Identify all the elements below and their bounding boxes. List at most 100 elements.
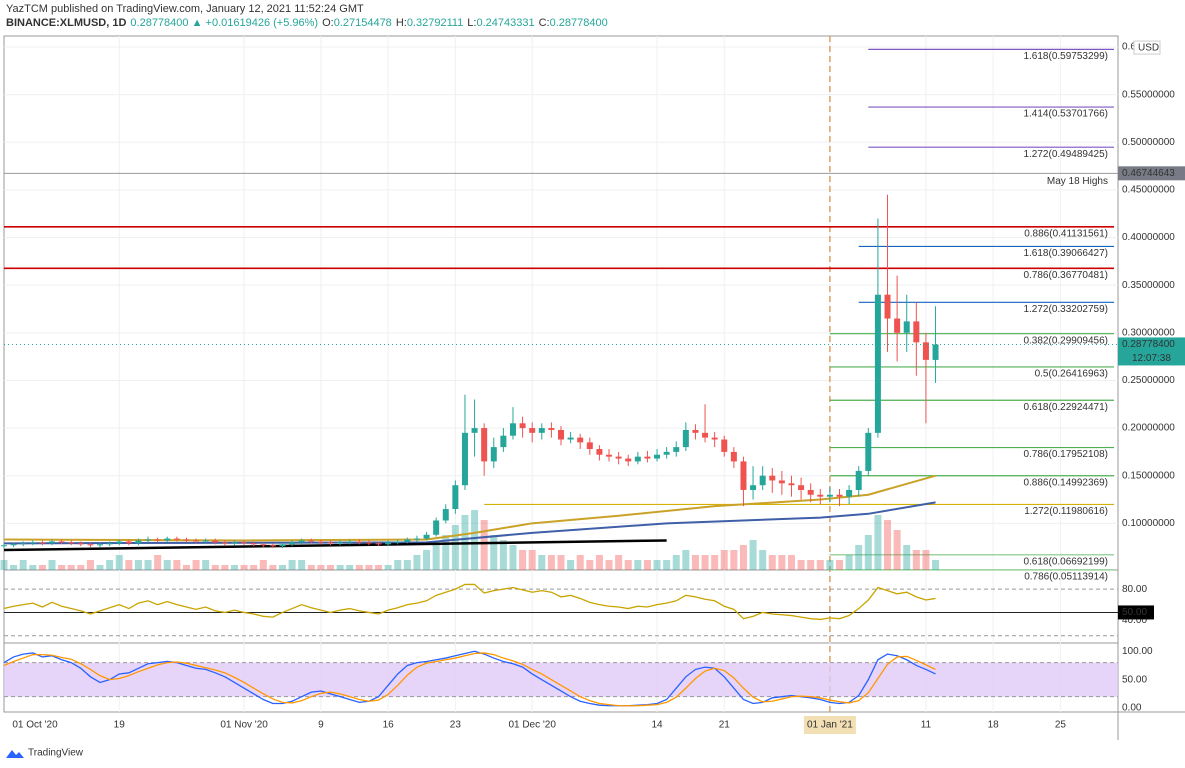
candle-body [298,540,305,543]
candle-body [279,544,286,547]
volume-bar [499,540,507,570]
candle-body [692,429,699,433]
y-tick-label: 0.30000000 [1122,327,1175,338]
volume-bar [125,560,133,570]
level-label: 0.618(0.06692199) [1023,556,1108,567]
candle-body [807,489,814,495]
volume-bar [365,565,373,570]
candle-body [702,432,709,438]
volume-bar [221,565,229,570]
candle-body [20,543,27,545]
candle-body [461,432,468,486]
candle-body [97,544,104,546]
ohlc-key: L: [467,17,476,29]
candle-body [135,540,142,544]
oscillator-line [3,652,936,707]
level-label: 0.786(0.05113914) [1024,572,1108,583]
currency: USD [1138,43,1159,54]
mid-label: 50.00 [1122,607,1147,618]
volume-bar [490,535,498,570]
volume-bar [0,560,8,570]
y-tick-label: 80.00 [1122,584,1147,595]
volume-bar [192,560,200,570]
volume-bar [48,560,56,570]
symbol: BINANCE:XLMUSD, 1D [6,17,126,29]
volume-bar [787,555,795,570]
level-label: 0.786(0.36770481) [1023,270,1108,281]
volume-bar [730,550,738,570]
y-tick-label: 0.00 [1122,703,1142,714]
volume-bar [413,555,421,570]
volume-bar [10,565,18,570]
candle-body [721,439,728,452]
candle-body [625,458,632,462]
volume-bar [874,515,882,570]
volume-bar [509,545,517,570]
candle-body [154,539,161,541]
volume-bar [672,555,680,570]
volume-bar [567,560,575,570]
candle-body [164,538,171,541]
volume-bar [615,555,623,570]
level-label: 1.618(0.59753299) [1023,51,1108,62]
volume-bar [739,545,747,570]
volume-bar [893,530,901,570]
y-tick-label: 0.20000000 [1122,423,1175,434]
candle-body [87,544,94,546]
level-label: 1.272(0.33202759) [1023,304,1108,315]
volume-bar [653,560,661,570]
level-label: 1.618(0.39066427) [1023,248,1108,259]
candle-body [106,543,113,545]
candle-body [596,449,603,455]
ohlc-value: 0.28778400 [550,17,608,29]
y-tick-label: 0.10000000 [1122,518,1175,529]
x-tick-label: 19 [114,720,126,731]
moving-average [3,474,936,542]
volume-bar [250,565,258,570]
candle-body [913,321,920,343]
y-tick-label: 0.6 [1122,42,1136,53]
brand: TradingView [28,748,84,759]
candle-body [212,540,219,543]
volume-bar [29,565,37,570]
candle-body [10,544,17,546]
volume-bar [778,555,786,570]
y-tick-label: 0.35000000 [1122,280,1175,291]
x-tick-label: 25 [1055,720,1067,731]
candle-body [673,447,680,452]
candle-body [260,544,267,546]
volume-bar [519,550,527,570]
candle-body [77,543,84,545]
volume-bar [115,555,123,570]
candle-body [193,540,200,542]
candle-body [740,461,747,490]
volume-bar [845,555,853,570]
volume-bar [605,560,613,570]
moving-average [3,501,936,545]
y-tick-label: 0.40000000 [1122,232,1175,243]
candle-body [49,541,56,544]
candle-body [365,542,372,544]
volume-bar [557,555,565,570]
volume-bar [240,565,248,570]
volume-bar [423,550,431,570]
x-tick-label: 18 [988,720,1000,731]
candle-body [404,539,411,542]
candle-body [375,543,382,545]
publisher: YazTCM published on TradingView.com, Jan… [6,3,364,15]
candle-body [663,451,670,455]
candle-body [39,542,46,544]
volume-bar [154,555,162,570]
volume-bar [576,555,584,570]
y-tick-label: 0.25000000 [1122,375,1175,386]
volume-bar [298,560,306,570]
volume-bar [19,560,27,570]
volume-bar [768,555,776,570]
candle-body [884,294,891,319]
volume-bar [182,565,190,570]
candle-body [116,541,123,544]
x-tick-label: 01 Nov '20 [220,720,268,731]
y-tick-label: 0.15000000 [1122,470,1175,481]
volume-bar [720,550,728,570]
volume-bar [288,560,296,570]
